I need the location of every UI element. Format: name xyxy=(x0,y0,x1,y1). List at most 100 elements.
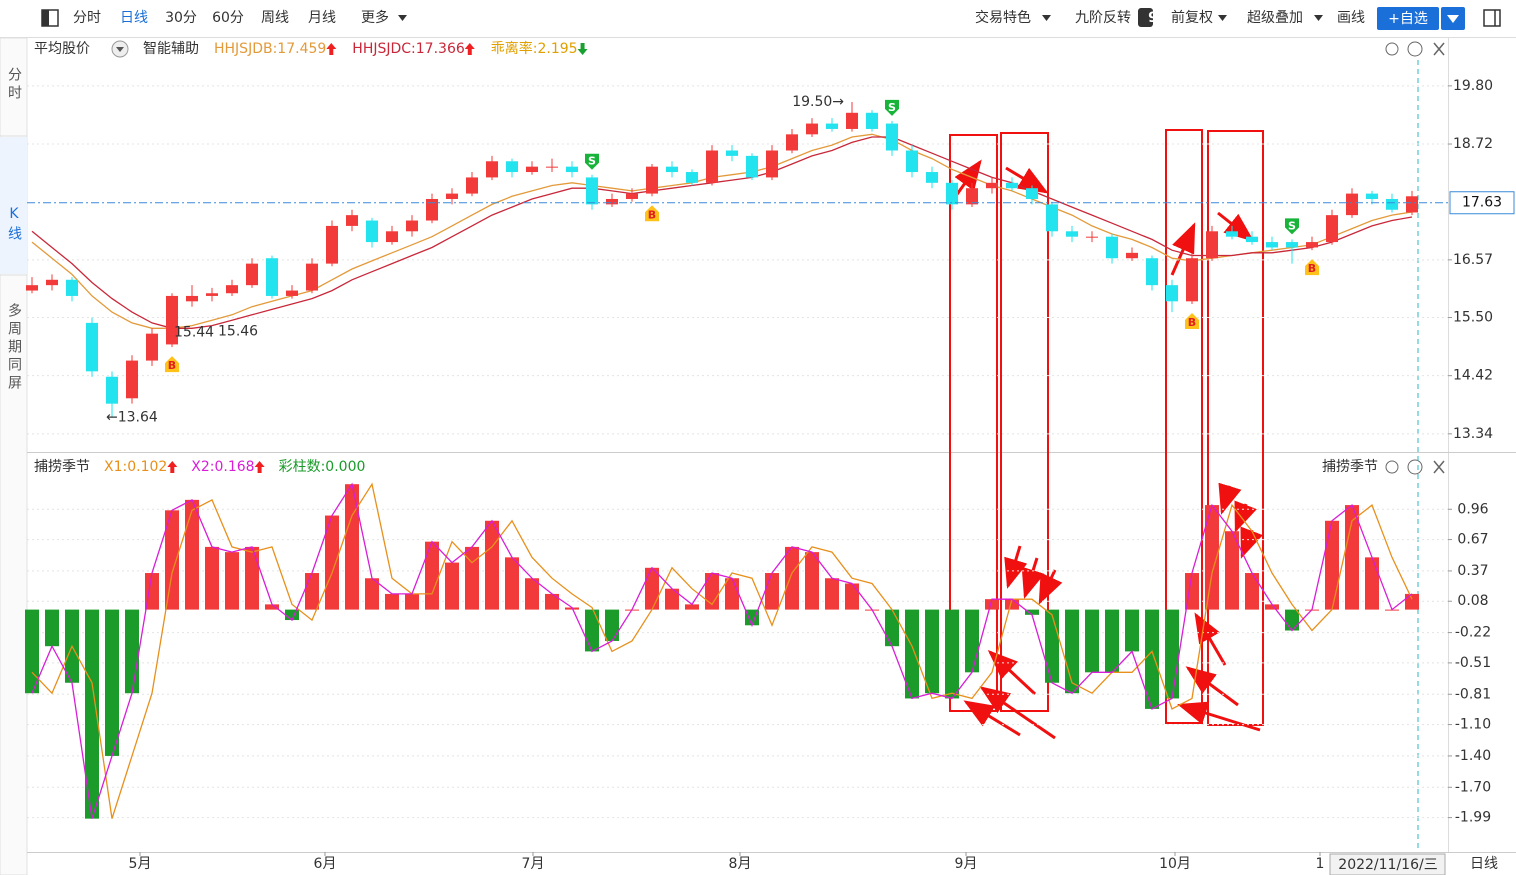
indicator-line xyxy=(31,482,1413,819)
price-annotation: 15.44 xyxy=(174,325,214,341)
histogram-bar xyxy=(1045,609,1059,683)
histogram-bar xyxy=(1245,573,1259,610)
toolbar-item[interactable]: 交易特色 xyxy=(975,9,1031,26)
help-icon[interactable] xyxy=(1407,459,1423,475)
histogram-bar xyxy=(385,593,399,610)
settings-icon[interactable] xyxy=(1385,42,1399,56)
signal-label: S xyxy=(1288,219,1296,232)
legend-name: 捕捞季节 xyxy=(34,459,90,475)
price-annotation: 19.50→ xyxy=(792,94,844,110)
highlight-box xyxy=(1207,130,1264,726)
panel-icon xyxy=(42,10,49,26)
candle-body xyxy=(506,161,518,173)
candle-body xyxy=(46,279,58,286)
dropdown-icon xyxy=(398,15,407,21)
histogram-bar xyxy=(145,573,159,610)
close-icon[interactable] xyxy=(1433,460,1445,474)
candle-body xyxy=(1306,242,1318,248)
histogram-bar xyxy=(305,573,319,610)
candle-body xyxy=(166,295,178,345)
histogram-bar xyxy=(425,541,439,610)
candle-body xyxy=(1166,285,1178,302)
candle-body xyxy=(666,166,678,173)
toolbar xyxy=(0,0,1516,37)
dropdown-icon xyxy=(1042,15,1051,21)
histogram-bar xyxy=(1165,609,1179,699)
sidebar-tab[interactable]: 多周期同屏 xyxy=(6,303,22,393)
add-button-label[interactable]: +自选 xyxy=(1388,11,1428,27)
histogram-bar xyxy=(285,609,299,621)
histogram-bar xyxy=(985,599,999,610)
window-icon[interactable] xyxy=(1483,9,1501,27)
add-button[interactable] xyxy=(1377,7,1439,30)
histogram-bar xyxy=(105,609,119,756)
x-tick-label: 10月 xyxy=(1159,856,1191,872)
help-icon[interactable] xyxy=(1407,41,1423,57)
legend-name: 平均股价 xyxy=(34,41,90,57)
y-tick-label: -0.51 xyxy=(1455,655,1491,671)
y-tick-label: 0.08 xyxy=(1457,593,1488,609)
candle-body xyxy=(566,166,578,173)
period-tab[interactable]: 分时 xyxy=(73,10,101,26)
toolbar-item[interactable]: 超级叠加 xyxy=(1247,10,1303,26)
trend-arrow xyxy=(577,43,588,55)
histogram-bar xyxy=(25,609,39,694)
period-tab[interactable]: 周线 xyxy=(261,10,289,26)
x-tick-label: 5月 xyxy=(129,856,152,872)
arrow xyxy=(1038,569,1063,605)
y-tick-label: 0.37 xyxy=(1457,563,1488,579)
signal-marker xyxy=(1185,313,1199,330)
arrow xyxy=(1177,701,1261,732)
candle-body xyxy=(1006,182,1018,189)
candle-body xyxy=(886,123,898,151)
histogram-bar xyxy=(745,609,759,626)
toolbar-item[interactable]: 前复权 xyxy=(1171,9,1213,26)
signal-label: B xyxy=(1308,262,1316,275)
histogram-bar xyxy=(645,567,659,610)
candle-body xyxy=(826,123,838,129)
arrow xyxy=(1005,166,1049,194)
period-tab[interactable]: 60分 xyxy=(212,10,244,26)
assist-label[interactable]: 智能辅助 xyxy=(143,41,199,57)
badge-text: 9 xyxy=(1148,10,1158,26)
histogram-bar xyxy=(405,593,419,610)
candle-body xyxy=(846,112,858,129)
signal-marker xyxy=(885,99,899,116)
y-tick-label: 0.96 xyxy=(1457,501,1488,517)
candle-body xyxy=(306,263,318,291)
candle-body xyxy=(726,150,738,156)
candle-body xyxy=(706,150,718,183)
arrow xyxy=(1194,612,1227,666)
period-tab[interactable]: 更多 xyxy=(361,9,389,26)
period: 日线 xyxy=(1470,856,1498,872)
sidebar-tab[interactable]: 分时 xyxy=(6,67,22,103)
candle-body xyxy=(1346,193,1358,216)
signal-label: B xyxy=(168,359,176,372)
histogram-bar xyxy=(445,562,459,610)
badge xyxy=(1138,8,1153,27)
toolbar-item[interactable]: 画线 xyxy=(1337,10,1365,26)
dropdown-icon xyxy=(1314,15,1323,21)
date: 2022/11/16/三 xyxy=(1338,857,1437,873)
period-tab[interactable]: 月线 xyxy=(308,10,336,26)
histogram-bar xyxy=(365,578,379,610)
indicator-line xyxy=(31,136,1413,329)
arrow xyxy=(1218,482,1242,515)
legend-name: 捕捞季节 xyxy=(1322,459,1378,475)
histogram-bar xyxy=(325,515,339,610)
candle-body xyxy=(1206,231,1218,259)
signal-label: B xyxy=(648,208,656,221)
arrow xyxy=(979,686,1056,740)
candle-body xyxy=(646,166,658,194)
candle-body xyxy=(966,188,978,205)
close-icon[interactable] xyxy=(1433,42,1445,56)
period-tab[interactable]: 30分 xyxy=(165,10,197,26)
toolbar-item[interactable]: 九阶反转 xyxy=(1075,10,1131,26)
histogram-bar xyxy=(905,609,919,699)
sidebar-tab[interactable]: K线 xyxy=(6,206,22,244)
candle-body xyxy=(1146,258,1158,286)
histogram-bar xyxy=(1105,609,1119,673)
settings-icon[interactable] xyxy=(1385,460,1399,474)
period-tab[interactable]: 日线 xyxy=(120,10,148,26)
legend-entry: 彩柱数:0.000 xyxy=(279,459,366,475)
